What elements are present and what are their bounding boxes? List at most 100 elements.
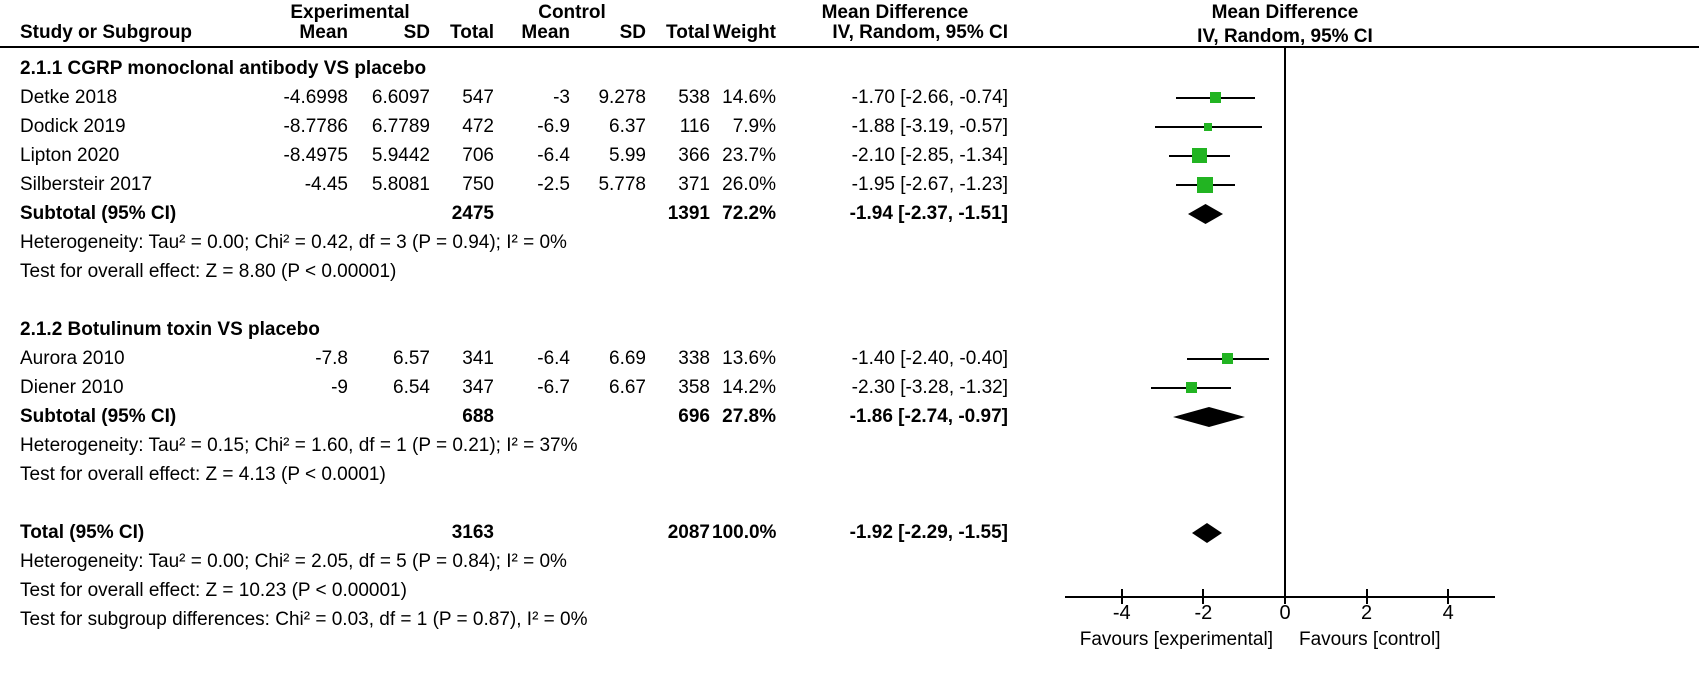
exp-total: 750: [462, 174, 494, 195]
point-estimate-square: [1197, 176, 1214, 193]
exp-total: 472: [462, 116, 494, 137]
subgroup-title: 2.1.1 CGRP monoclonal antibody VS placeb…: [20, 58, 427, 79]
pooled-diamond-icon: [1191, 522, 1222, 543]
point-estimate-square: [1185, 382, 1197, 393]
pooled-diamond-icon: [1188, 203, 1224, 224]
weight: 7.9%: [732, 116, 776, 137]
exp-mean: -7.8: [315, 348, 348, 369]
axis-tick-label: 2: [1361, 602, 1373, 624]
stat-text: Heterogeneity: Tau² = 0.00; Chi² = 0.42,…: [20, 232, 567, 253]
subgroup-title: 2.1.2 Botulinum toxin VS placebo: [20, 319, 320, 340]
point-estimate-square: [1222, 353, 1234, 364]
favours-control-label: Favours [control]: [1299, 629, 1441, 650]
exp-sd: 6.54: [393, 377, 430, 398]
ctl-total: 338: [678, 348, 710, 369]
subtotal-row: Subtotal (95% CI) 2475 1391 72.2% -1.94 [-2.…: [0, 199, 1010, 228]
x-axis-line: [1065, 596, 1495, 598]
ctl-total: 1391: [667, 203, 710, 224]
exp-total: 341: [462, 348, 494, 369]
exp-mean-column-header: Mean: [299, 22, 348, 43]
ci-text: -1.88 [-3.19, -0.57]: [851, 116, 1008, 137]
exp-sd: 5.9442: [371, 145, 430, 166]
ctl-mean: -3: [553, 87, 570, 108]
ci-column-header: IV, Random, 95% CI: [832, 22, 1008, 43]
study-row: Dodick 2019 -8.7786 6.7789 472 -6.9 6.37 116 7.…: [0, 112, 1010, 141]
ctl-total: 696: [678, 406, 710, 427]
weight: 26.0%: [722, 174, 776, 195]
ctl-mean: -6.4: [537, 145, 570, 166]
study-row: Diener 2010 -9 6.54 347 -6.7 6.67 358 14.2% -2.3…: [0, 373, 1010, 402]
exp-sd: 5.8081: [371, 174, 430, 195]
study-name: Diener 2010: [20, 377, 124, 398]
axis-tick: [1365, 589, 1368, 604]
exp-mean: -8.7786: [283, 116, 348, 137]
exp-total: 547: [462, 87, 494, 108]
axis-tick-label: -4: [1112, 602, 1131, 624]
ctl-sd-column-header: SD: [619, 22, 646, 43]
study-name: Lipton 2020: [20, 145, 120, 166]
point-estimate-square: [1210, 92, 1222, 103]
axis-tick: [1202, 589, 1205, 604]
weight: 72.2%: [722, 203, 776, 224]
subgroup-title-row: 2.1.2 Botulinum toxin VS placebo: [0, 315, 1010, 344]
ctl-sd: 5.99: [609, 145, 646, 166]
axis-tick: [1447, 589, 1450, 604]
ci-text: -1.92 [-2.29, -1.55]: [849, 522, 1008, 543]
ctl-mean: -6.4: [537, 348, 570, 369]
stat-text: Test for overall effect: Z = 8.80 (P < 0…: [20, 261, 397, 282]
ci-text: -1.40 [-2.40, -0.40]: [851, 348, 1008, 369]
weight: 14.2%: [722, 377, 776, 398]
exp-total: 3163: [451, 522, 494, 543]
total-row: Total (95% CI) 3163 2087 100.0% -1.92 [-2.29…: [0, 518, 1010, 547]
exp-sd: 6.6097: [371, 87, 430, 108]
pooled-label: Subtotal (95% CI): [20, 406, 177, 427]
ctl-mean-column-header: Mean: [521, 22, 570, 43]
weight: 100.0%: [712, 522, 777, 543]
exp-total-column-header: Total: [450, 22, 494, 43]
study-name: Aurora 2010: [20, 348, 125, 369]
mean-difference-plot-header: Mean Difference: [1211, 2, 1359, 23]
ci-text: -2.30 [-3.28, -1.32]: [851, 377, 1008, 398]
zero-effect-line: [1284, 48, 1286, 598]
ctl-mean: -6.7: [537, 377, 570, 398]
weight: 13.6%: [722, 348, 776, 369]
overall-effect-row: Test for overall effect: Z = 10.23 (P < …: [0, 576, 1010, 605]
stat-text: Heterogeneity: Tau² = 0.15; Chi² = 1.60,…: [20, 435, 578, 456]
ctl-total: 371: [678, 174, 710, 195]
exp-mean: -9: [331, 377, 348, 398]
ci-plot-header: IV, Random, 95% CI: [1197, 26, 1373, 47]
exp-mean: -8.4975: [283, 145, 348, 166]
exp-mean: -4.6998: [283, 87, 348, 108]
study-row: Lipton 2020 -8.4975 5.9442 706 -6.4 5.99 366 23…: [0, 141, 1010, 170]
control-group-header: Control: [538, 2, 606, 23]
stat-text: Heterogeneity: Tau² = 0.00; Chi² = 2.05,…: [20, 551, 567, 572]
exp-total: 347: [462, 377, 494, 398]
exp-mean: -4.45: [304, 174, 348, 195]
ctl-mean: -6.9: [537, 116, 570, 137]
overall-effect-row: Test for overall effect: Z = 4.13 (P < 0…: [0, 460, 1010, 489]
heterogeneity-row: Heterogeneity: Tau² = 0.15; Chi² = 1.60,…: [0, 431, 1010, 460]
pooled-label: Total (95% CI): [20, 522, 145, 543]
study-name: Dodick 2019: [20, 116, 126, 137]
subgroup-differences-row: Test for subgroup differences: Chi² = 0.…: [0, 605, 1010, 634]
axis-tick: [1284, 589, 1286, 604]
ci-text: -1.95 [-2.67, -1.23]: [851, 174, 1008, 195]
exp-sd-column-header: SD: [403, 22, 430, 43]
axis-tick-label: 4: [1442, 602, 1454, 624]
stat-text: Test for subgroup differences: Chi² = 0.…: [20, 609, 588, 630]
pooled-label: Subtotal (95% CI): [20, 203, 177, 224]
header-divider-line: [0, 46, 1699, 48]
weight: 23.7%: [722, 145, 776, 166]
ci-text: -1.86 [-2.74, -0.97]: [849, 406, 1008, 427]
study-column-header: Study or Subgroup: [20, 22, 193, 43]
study-name: Detke 2018: [20, 87, 118, 108]
stat-text: Test for overall effect: Z = 4.13 (P < 0…: [20, 464, 386, 485]
exp-sd: 6.57: [393, 348, 430, 369]
exp-total: 706: [462, 145, 494, 166]
ci-text: -1.94 [-2.37, -1.51]: [849, 203, 1008, 224]
favours-experimental-label: Favours [experimental]: [1079, 629, 1273, 650]
study-name: Silbersteir 2017: [20, 174, 153, 195]
exp-total: 688: [462, 406, 494, 427]
point-estimate-square: [1204, 122, 1213, 131]
